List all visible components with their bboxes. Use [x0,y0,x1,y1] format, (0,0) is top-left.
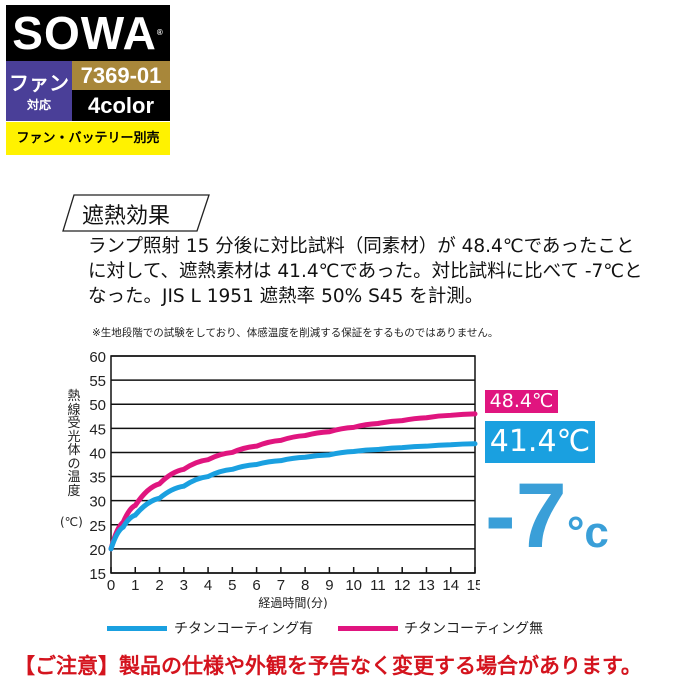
fan-compatible-badge: ファン 対応 [6,61,72,121]
y-tick-label: 60 [89,349,106,366]
x-tick-label: 9 [325,577,333,594]
x-tick-label: 4 [204,577,212,594]
x-tick-label: 3 [180,577,188,594]
with-coating-temp: 41.4℃ [485,421,595,463]
caution-notice: 【ご注意】製品の仕様や外観を予告なく変更する場合があります。 [14,654,642,678]
temperature-difference: -7°c [485,470,609,579]
plot-frame [110,355,476,574]
disclaimer: ※生地段階での試験をしており、体感温度を削減する保証をするものではありません。 [92,327,499,339]
y-tick-label: 50 [89,397,106,414]
heading-text: 遮熱効果 [82,204,171,229]
series-line [108,411,478,552]
x-tick-label: 8 [301,577,309,594]
description-line: に対して、遮熱素材は 41.4℃であった。対比試料に比べて -7℃と [88,261,643,282]
y-tick-label: 40 [89,445,106,462]
battery-sold-separately: ファン・バッテリー別売 [6,122,170,155]
y-axis-label: 熱線受光体の温度 [67,389,81,499]
x-tick-label: 13 [418,577,435,594]
section-heading: 遮熱効果 [62,194,210,232]
diff-unit: °c [566,508,609,557]
fan-sub-label: 対応 [26,98,51,112]
x-tick-label: 1 [131,577,139,594]
x-tick-label: 11 [370,577,386,594]
x-tick-label: 5 [228,577,236,594]
y-tick-label: 55 [89,373,106,390]
description: ランプ照射 15 分後に対比試料（同素材）が 48.4℃であったこと に対して、… [88,234,698,309]
legend-with: チタンコーティング有 [174,621,314,637]
x-tick-label: 2 [155,577,163,594]
legend-swatch-without [338,626,398,631]
x-tick-label: 15 [467,577,480,594]
x-axis-title: 経過時間(分) [258,596,327,610]
y-tick-label: 15 [89,566,106,583]
x-tick-label: 6 [252,577,260,594]
legend-without: チタンコーティング無 [404,621,544,637]
without-coating-temp: 48.4℃ [485,390,558,413]
diff-value: -7 [485,465,567,567]
y-tick-label: 35 [89,470,106,487]
brand-logo: SOWA® [6,5,170,61]
series-line [108,441,478,552]
model-number: 7369-01 [72,61,170,90]
y-axis-unit: (℃) [60,515,83,529]
description-line: なった。JIS L 1951 遮熱率 50% S45 を計測。 [88,286,484,307]
y-tick-label: 30 [89,494,106,511]
legend-swatch-with [107,626,167,631]
x-tick-label: 14 [442,577,459,594]
fan-label: ファン [9,71,69,95]
y-tick-label: 25 [89,518,106,535]
x-tick-label: 7 [277,577,285,594]
x-tick-label: 10 [345,577,362,594]
color-count: 4color [72,90,170,121]
description-line: ランプ照射 15 分後に対比試料（同素材）が 48.4℃であったこと [88,236,635,257]
x-tick-label: 12 [394,577,411,594]
heading-frame [62,194,210,232]
x-tick-label: 0 [107,577,115,594]
y-tick-label: 45 [89,421,106,438]
y-tick-label: 20 [89,542,106,559]
